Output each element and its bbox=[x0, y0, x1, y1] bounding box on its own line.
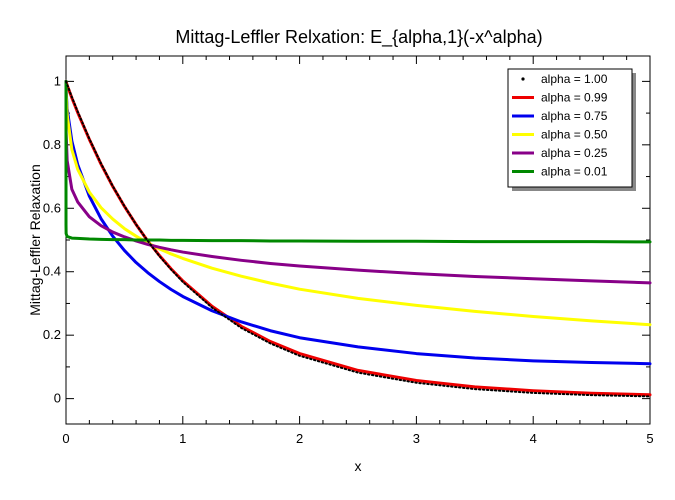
legend-box bbox=[507, 68, 633, 188]
legend-label: alpha = 0.50 bbox=[541, 128, 608, 142]
legend-label: alpha = 0.25 bbox=[541, 146, 608, 160]
y-tick-label: 0 bbox=[54, 391, 61, 406]
x-tick-label: 0 bbox=[62, 431, 69, 446]
legend-entries: alpha = 1.00 alpha = 0.99 alpha = 0.75 alph… bbox=[512, 72, 608, 179]
y-tick-label: 0.8 bbox=[43, 137, 61, 152]
x-tick-label: 3 bbox=[413, 431, 420, 446]
y-tick-label: 0.2 bbox=[43, 327, 61, 342]
x-tick-label: 4 bbox=[530, 431, 537, 446]
series-line-4 bbox=[64, 79, 652, 285]
x-tick-label: 1 bbox=[179, 431, 186, 446]
series-line-3 bbox=[64, 79, 652, 327]
tick-layer: 0 1 2 3 4 5 0 0.2 0.4 0.6 0.8 1 bbox=[43, 56, 654, 446]
series-layer bbox=[64, 79, 652, 398]
legend: alpha = 1.00 alpha = 0.99 alpha = 0.75 alph… bbox=[507, 68, 636, 191]
chart-title: Mittag-Leffler Relxation: E_{alpha,1}(-x… bbox=[175, 27, 542, 48]
series-line-0 bbox=[65, 80, 651, 398]
y-tick-label: 0.6 bbox=[43, 200, 61, 215]
legend-label: alpha = 0.75 bbox=[541, 109, 608, 123]
x-tick-label: 5 bbox=[646, 431, 653, 446]
y-tick-label: 1 bbox=[54, 73, 61, 88]
series-line-5 bbox=[64, 79, 652, 244]
y-axis-label: Mittag-Leffler Relaxation bbox=[27, 164, 43, 315]
x-tick-label: 2 bbox=[296, 431, 303, 446]
y-tick-label: 0.4 bbox=[43, 264, 61, 279]
x-axis-label: x bbox=[355, 458, 362, 474]
legend-label: alpha = 0.99 bbox=[541, 91, 608, 105]
legend-label: alpha = 1.00 bbox=[541, 72, 608, 86]
legend-swatch bbox=[521, 77, 525, 81]
legend-label: alpha = 0.01 bbox=[541, 165, 608, 179]
